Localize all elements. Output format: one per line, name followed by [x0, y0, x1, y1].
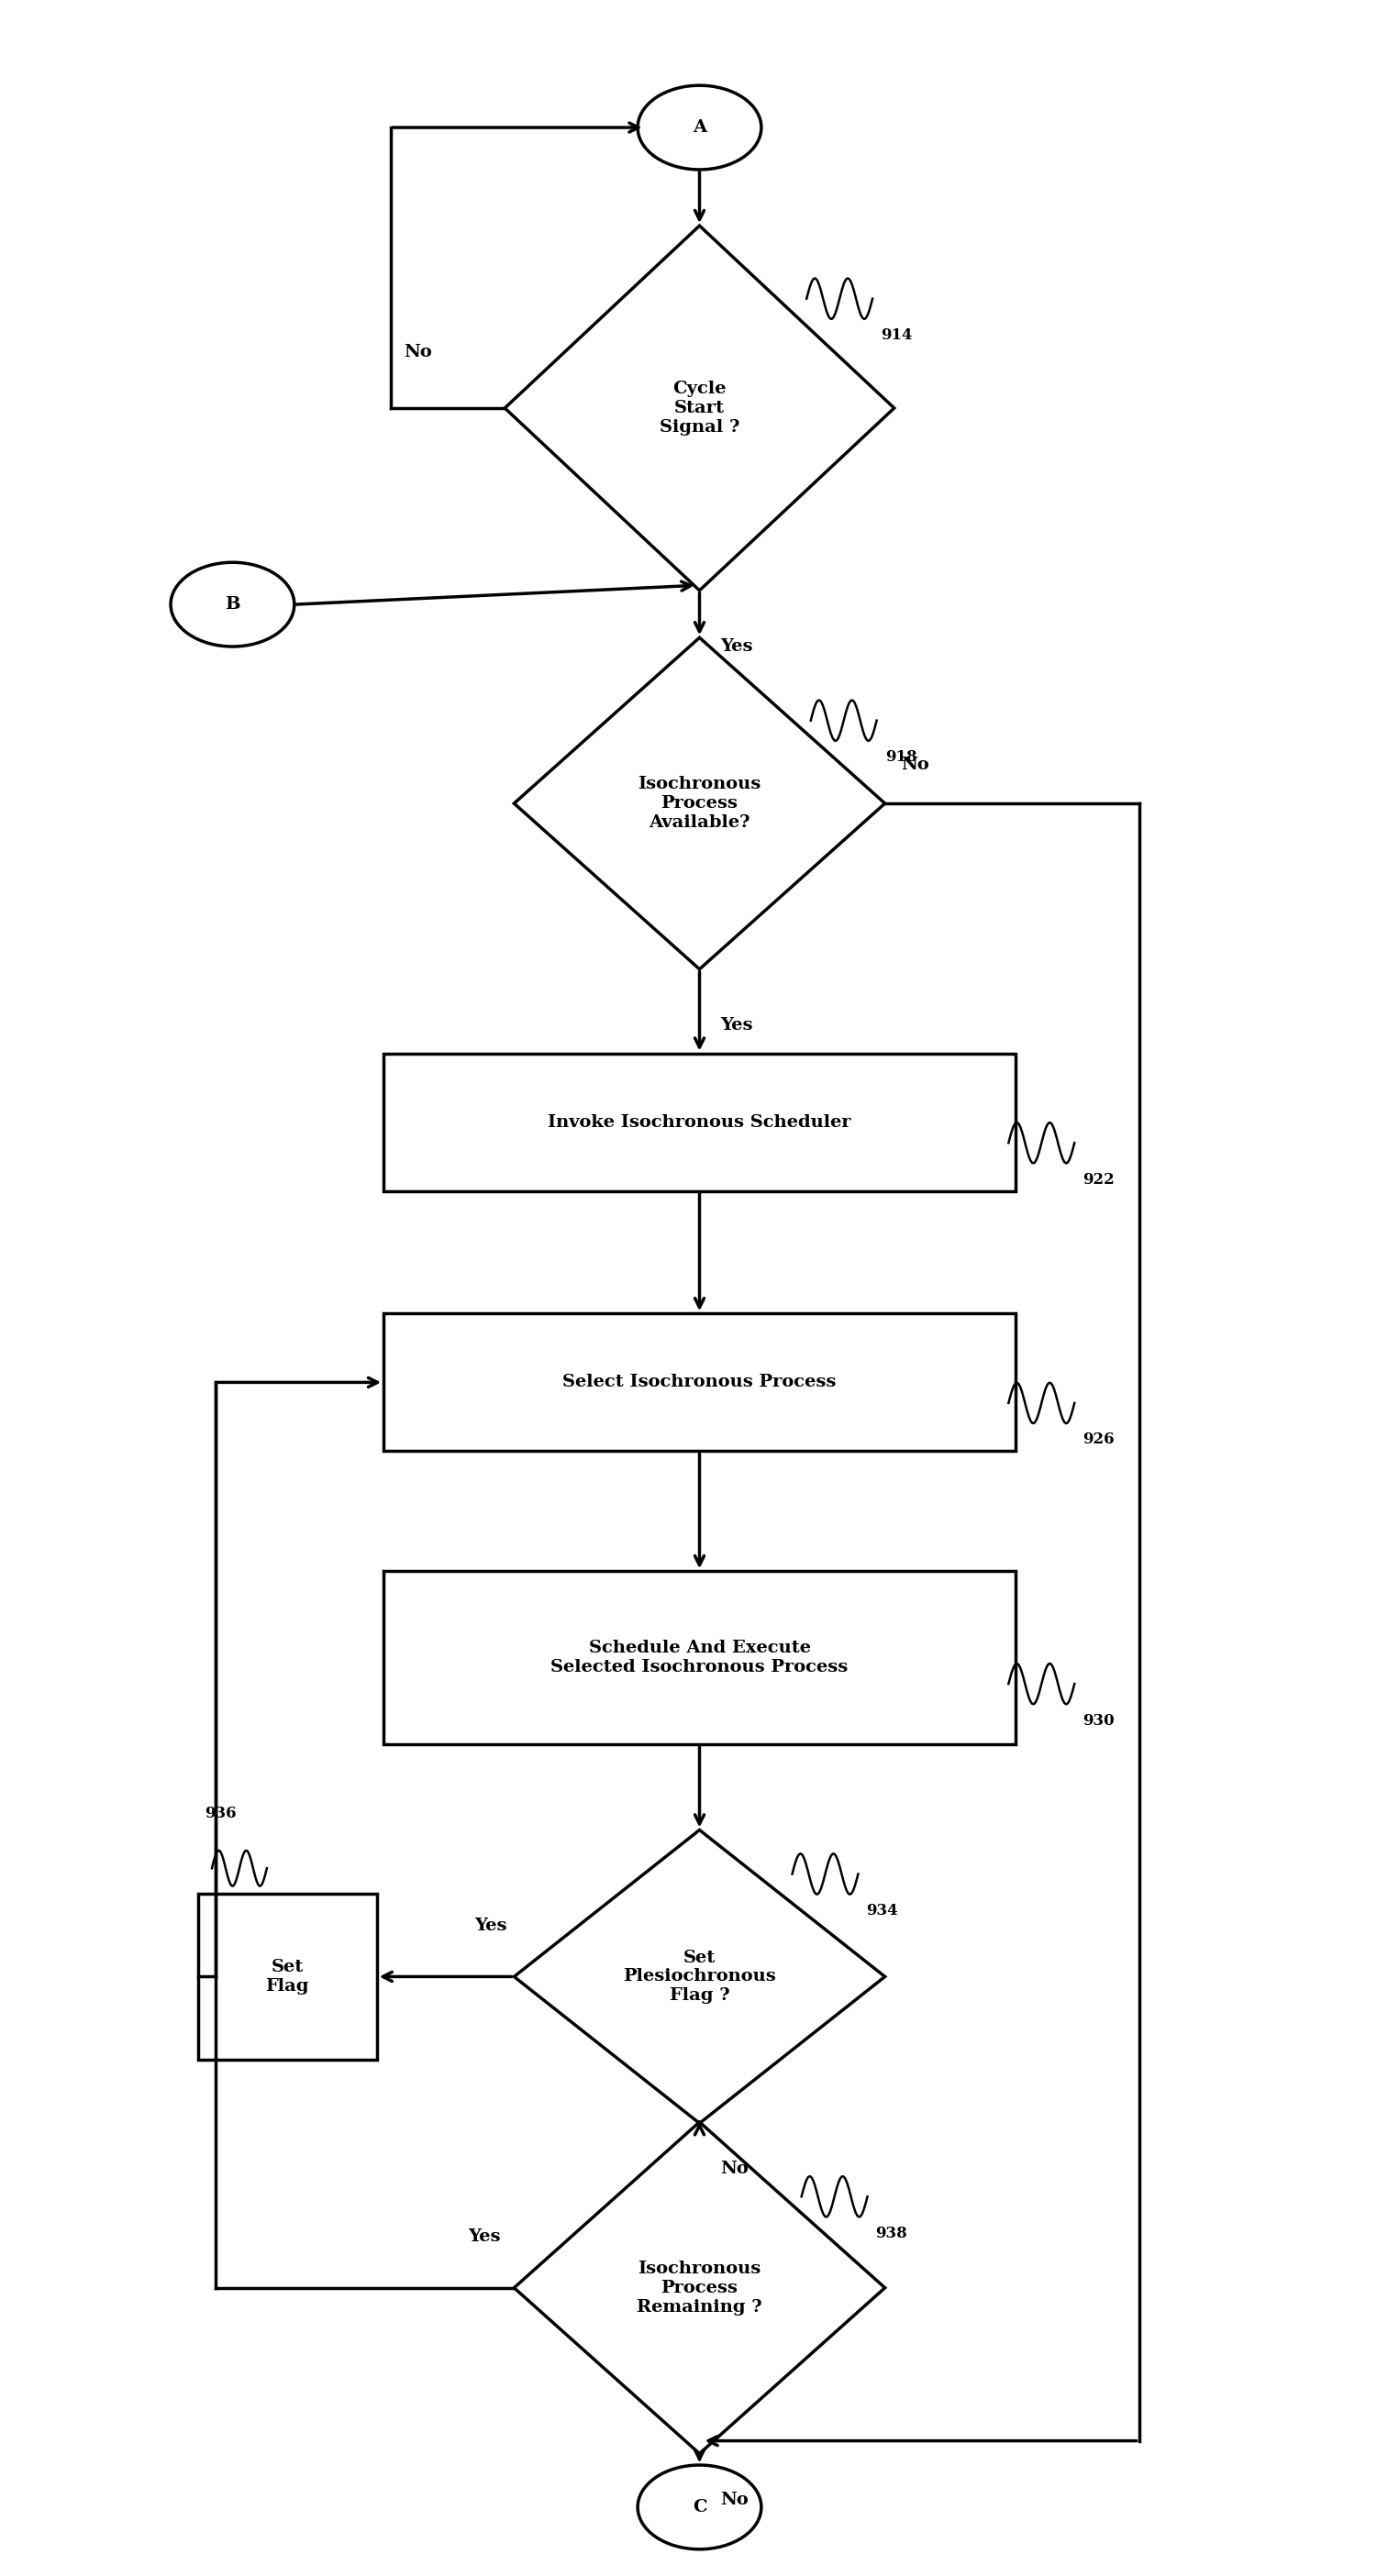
Text: Yes: Yes	[720, 1018, 753, 1033]
Text: No: No	[720, 2491, 748, 2509]
Text: Schedule And Execute
Selected Isochronous Process: Schedule And Execute Selected Isochronou…	[551, 1641, 848, 1674]
Text: C: C	[693, 2499, 706, 2514]
Text: Select Isochronous Process: Select Isochronous Process	[562, 1373, 837, 1391]
Text: 934: 934	[866, 1904, 898, 1919]
Text: No: No	[901, 757, 929, 773]
Text: Isochronous
Process
Remaining ?: Isochronous Process Remaining ?	[637, 2262, 762, 2316]
Text: 938: 938	[876, 2226, 908, 2241]
Text: Isochronous
Process
Available?: Isochronous Process Available?	[638, 775, 761, 829]
Text: Yes: Yes	[474, 1917, 508, 1935]
Text: Invoke Isochronous Scheduler: Invoke Isochronous Scheduler	[548, 1113, 851, 1131]
Text: No: No	[720, 2161, 748, 2177]
Text: 922: 922	[1083, 1172, 1115, 1188]
Text: Yes: Yes	[720, 639, 753, 654]
Text: 914: 914	[881, 327, 912, 343]
Text: Yes: Yes	[467, 2228, 501, 2246]
Text: B: B	[225, 595, 241, 613]
Text: 930: 930	[1083, 1713, 1115, 1728]
Text: 918: 918	[886, 750, 916, 765]
Text: 926: 926	[1083, 1432, 1115, 1448]
Text: Cycle
Start
Signal ?: Cycle Start Signal ?	[659, 381, 740, 435]
Text: Set
Flag: Set Flag	[266, 1958, 309, 1994]
Text: Set
Plesiochronous
Flag ?: Set Plesiochronous Flag ?	[623, 1950, 776, 2004]
Text: No: No	[404, 343, 432, 361]
Text: 936: 936	[206, 1806, 236, 1821]
Text: A: A	[693, 118, 706, 137]
